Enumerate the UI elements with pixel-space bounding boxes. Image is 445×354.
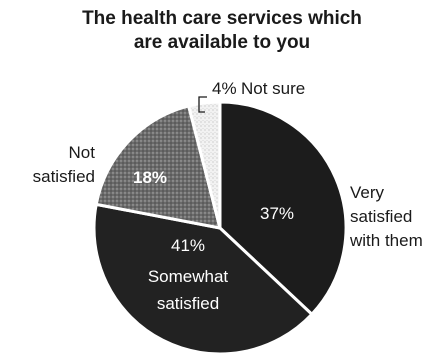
slice-label-very-satisfied: Very satisfied with them <box>349 183 423 250</box>
very-satisfied-label-line-3: with them <box>349 231 423 250</box>
not-satisfied-label-line-2: satisfied <box>33 167 95 186</box>
very-satisfied-label-line-1: Very <box>350 183 385 202</box>
not-sure-leader-line <box>198 96 207 113</box>
not-sure-label: Not sure <box>241 79 305 98</box>
not-satisfied-label-line-1: Not <box>69 143 96 162</box>
slice-label-not-sure: 4% Not sure <box>212 79 305 98</box>
very-satisfied-label-line-2: satisfied <box>350 207 412 226</box>
chart-title-line-2: are available to you <box>134 32 310 53</box>
slice-not-sure <box>187 100 222 230</box>
somewhat-satisfied-label-line-1: Somewhat <box>148 267 229 286</box>
chart-title-line-1: The health care services which <box>82 8 362 29</box>
not-satisfied-value-label: 18% <box>133 168 167 187</box>
not-sure-value-label: 4% <box>212 79 237 98</box>
somewhat-satisfied-value-label: 41% <box>171 236 205 255</box>
somewhat-satisfied-label-line-2: satisfied <box>157 294 219 313</box>
chart-title: The health care services which are avail… <box>82 8 362 53</box>
slice-not-satisfied <box>94 104 222 230</box>
slice-very-satisfied <box>218 100 348 316</box>
slice-label-not-satisfied: Not satisfied <box>33 143 96 186</box>
very-satisfied-value-label: 37% <box>260 204 294 223</box>
slice-somewhat-satisfied <box>92 202 314 354</box>
pie-slices <box>92 100 348 354</box>
